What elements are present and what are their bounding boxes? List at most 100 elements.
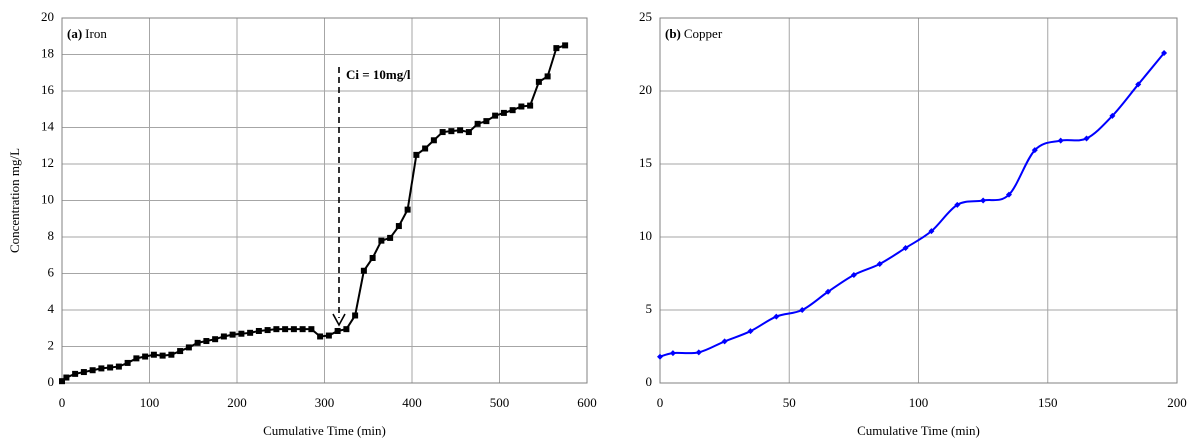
data-point (1109, 112, 1116, 119)
x-tick-label: 500 (490, 395, 510, 410)
data-point (168, 351, 175, 358)
data-point (980, 197, 987, 204)
y-tick-label: 8 (48, 228, 55, 243)
data-point (212, 336, 219, 343)
data-point (457, 127, 464, 134)
annotation: Ci = 10mg/l (346, 67, 411, 82)
y-tick-label: 2 (48, 337, 55, 352)
x-tick-label: 0 (59, 395, 66, 410)
y-tick-label: 20 (639, 82, 652, 97)
data-point (142, 353, 149, 360)
data-point (194, 339, 201, 346)
data-point (133, 355, 140, 362)
panel-label: (b) (665, 26, 681, 41)
data-point (369, 254, 376, 261)
data-point (535, 78, 542, 85)
y-tick-label: 0 (48, 374, 55, 389)
x-tick-label: 100 (140, 395, 160, 410)
data-point (669, 350, 676, 357)
data-point (439, 129, 446, 136)
data-point (474, 120, 481, 127)
data-point (492, 112, 499, 119)
y-tick-label: 15 (639, 155, 652, 170)
x-tick-label: 0 (657, 395, 664, 410)
data-point (247, 329, 254, 336)
y-tick-label: 4 (48, 301, 55, 316)
data-point (1083, 135, 1090, 142)
data-point (395, 223, 402, 230)
panel-name: Copper (684, 26, 723, 41)
data-point (238, 330, 245, 337)
data-point (773, 313, 780, 320)
data-point (89, 367, 96, 374)
data-point (404, 206, 411, 213)
data-point (299, 326, 306, 333)
data-point (185, 344, 192, 351)
y-tick-label: 0 (646, 374, 653, 389)
y-axis-title: Concentration mg/L (7, 148, 22, 253)
data-point (527, 102, 534, 109)
y-tick-label: 10 (41, 191, 54, 206)
data-point (308, 326, 315, 333)
data-point (954, 201, 961, 208)
x-axis-title: Cumulative Time (min) (857, 423, 980, 438)
x-tick-label: 150 (1038, 395, 1058, 410)
x-tick-label: 100 (909, 395, 929, 410)
data-point (544, 73, 551, 80)
x-tick-label: 300 (315, 395, 335, 410)
data-point (229, 331, 236, 338)
data-point (98, 365, 105, 372)
data-point (352, 312, 359, 319)
data-point (290, 326, 297, 333)
data-point (360, 267, 367, 274)
x-tick-label: 200 (1167, 395, 1187, 410)
plot-frame (61, 17, 588, 384)
data-point (325, 332, 332, 339)
y-tick-label: 5 (646, 301, 653, 316)
data-point (1005, 191, 1012, 198)
y-tick-label: 6 (48, 264, 55, 279)
x-tick-label: 50 (783, 395, 796, 410)
x-tick-label: 200 (227, 395, 247, 410)
y-tick-label: 14 (41, 118, 55, 133)
y-tick-label: 18 (41, 45, 54, 60)
data-point (59, 378, 65, 385)
data-point (177, 348, 184, 355)
data-point (334, 327, 341, 334)
data-point (80, 369, 87, 376)
panel-title: (b) Copper (665, 26, 723, 41)
data-point (1135, 81, 1142, 88)
data-point (413, 151, 420, 158)
data-point (518, 103, 525, 110)
data-point (72, 370, 79, 377)
data-point (220, 333, 227, 340)
data-point (850, 271, 857, 278)
data-point (343, 326, 350, 333)
data-point (876, 261, 883, 268)
data-point (273, 326, 280, 333)
y-tick-label: 25 (639, 9, 652, 24)
data-point (721, 338, 728, 345)
data-point (500, 109, 507, 116)
panel-label: (a) (67, 26, 82, 41)
data-point (825, 288, 832, 295)
data-point (695, 349, 702, 356)
data-point (747, 328, 754, 335)
data-point (448, 128, 455, 135)
data-point (657, 353, 663, 360)
data-point (422, 145, 429, 152)
data-point (553, 45, 560, 52)
panel-title: (a) Iron (67, 26, 107, 41)
data-point (317, 333, 324, 340)
x-axis-title: Cumulative Time (min) (263, 423, 386, 438)
data-line (659, 52, 1165, 358)
data-point (150, 351, 157, 358)
data-point (1031, 147, 1038, 154)
data-point (63, 374, 70, 381)
data-point (124, 359, 131, 366)
y-tick-label: 16 (41, 82, 55, 97)
data-point (430, 137, 437, 144)
data-point (902, 244, 909, 251)
data-point (928, 228, 935, 235)
